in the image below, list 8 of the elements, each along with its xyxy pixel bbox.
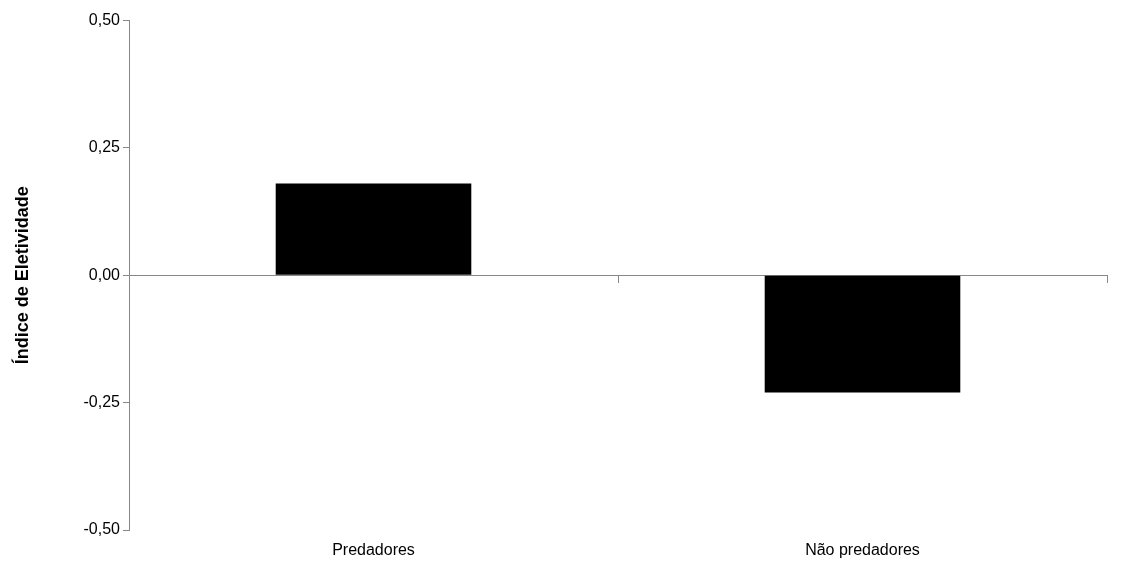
x-tick-label: Predadores xyxy=(332,541,415,559)
y-tick-label: -0,25 xyxy=(83,393,121,411)
y-tick-label: 0,00 xyxy=(88,265,121,283)
y-tick-label: 0,50 xyxy=(88,11,121,29)
y-axis-title: Índice de Eletividade xyxy=(10,186,32,365)
x-tick-label: Não predadores xyxy=(805,541,920,559)
y-tick-label: 0,25 xyxy=(88,138,121,156)
y-tick-label: -0,50 xyxy=(83,520,121,538)
